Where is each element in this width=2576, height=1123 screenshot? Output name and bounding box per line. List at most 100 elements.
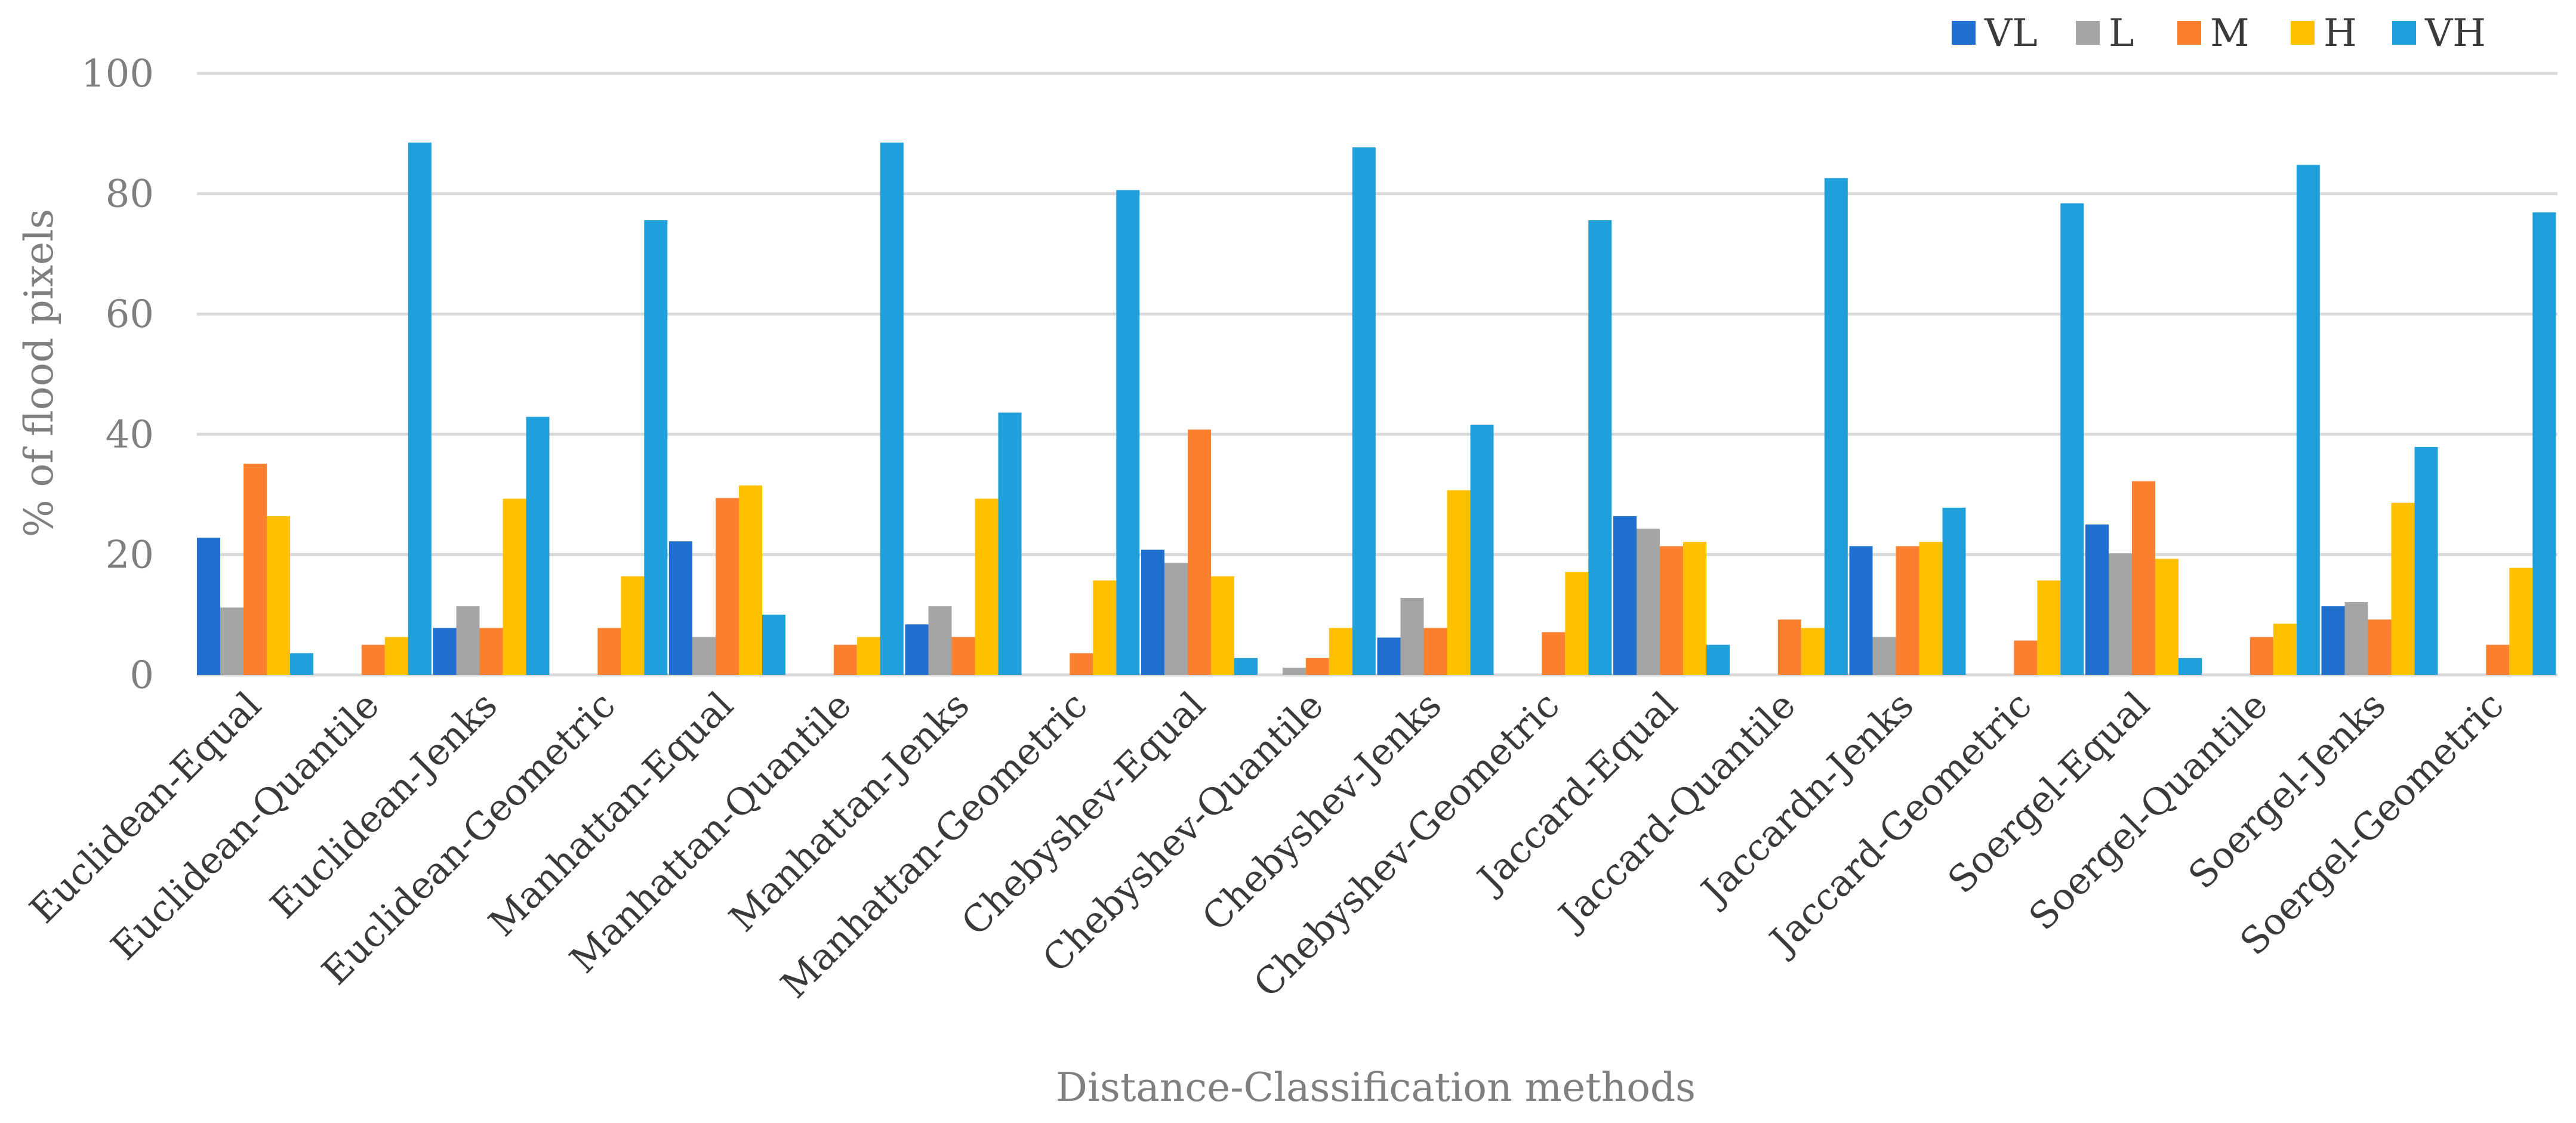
bar-vl-soergel-equal: [2085, 525, 2109, 675]
y-tick-label: 0: [130, 653, 154, 698]
bar-h-euclidean-equal: [267, 516, 290, 675]
bar-m-soergel-jenks: [2368, 619, 2392, 675]
x-tick-label: Jaccardn-Jenks: [1690, 683, 1922, 915]
bar-m-manhattan-jenks: [951, 637, 975, 675]
legend-swatch-vh: [2392, 21, 2416, 45]
bar-l-soergel-jenks: [2344, 602, 2368, 675]
bar-vh-soergel-quantile: [2296, 165, 2320, 675]
legend-label-h: H: [2324, 11, 2357, 55]
bar-vh-euclidean-jenks: [526, 417, 550, 675]
bar-vh-chebyshev-geometric: [1588, 220, 1612, 675]
bar-m-euclidean-geometric: [597, 628, 621, 675]
bar-vh-manhattan-quantile: [880, 142, 904, 675]
bar-vh-soergel-jenks: [2414, 447, 2438, 675]
bar-vl-soergel-jenks: [2321, 606, 2345, 675]
bar-vl-chebyshev-jenks: [1377, 637, 1401, 675]
bar-vh-manhattan-geometric: [1116, 190, 1140, 675]
legend-label-l: L: [2109, 11, 2134, 55]
bar-l-chebyshev-jenks: [1400, 598, 1424, 675]
x-tick-label: Jaccard-Equal: [1466, 683, 1686, 902]
bar-l-chebyshev-quantile: [1282, 667, 1306, 675]
bar-l-jaccard-equal: [1637, 529, 1660, 675]
bar-vh-chebyshev-jenks: [1470, 424, 1494, 675]
bar-vh-soergel-equal: [2178, 658, 2202, 675]
bar-l-manhattan-equal: [692, 637, 716, 675]
bar-l-manhattan-jenks: [928, 606, 952, 675]
bar-h-manhattan-jenks: [975, 498, 999, 675]
bar-m-euclidean-jenks: [479, 628, 503, 675]
bar-m-manhattan-equal: [716, 498, 739, 675]
bar-m-soergel-equal: [2132, 481, 2155, 675]
legend-label-m: M: [2210, 11, 2250, 55]
bar-vl-jaccard-equal: [1613, 516, 1637, 675]
bar-m-chebyshev-geometric: [1542, 632, 1566, 675]
bar-m-jaccard-geometric: [2014, 640, 2038, 675]
bar-vh-manhattan-equal: [762, 615, 785, 675]
bar-vl-chebyshev-equal: [1141, 550, 1164, 675]
bar-vh-euclidean-geometric: [644, 220, 668, 675]
y-tick-label: 20: [106, 533, 154, 577]
legend-swatch-m: [2177, 21, 2201, 45]
bar-l-chebyshev-equal: [1164, 563, 1188, 675]
y-tick-label: 40: [106, 413, 154, 457]
bar-h-jaccard-equal: [1683, 542, 1706, 675]
bar-h-euclidean-jenks: [503, 498, 526, 675]
legend-swatch-h: [2291, 21, 2315, 45]
bar-h-jaccard-geometric: [2037, 580, 2061, 675]
bar-vh-euclidean-equal: [290, 653, 313, 675]
bar-m-soergel-geometric: [2486, 644, 2510, 675]
bar-h-soergel-geometric: [2509, 567, 2533, 675]
bar-vl-euclidean-jenks: [433, 628, 457, 675]
bar-h-soergel-jenks: [2391, 502, 2415, 675]
bar-vh-jaccard-geometric: [2060, 203, 2084, 675]
bar-vh-chebyshev-equal: [1234, 658, 1258, 675]
bar-vl-manhattan-jenks: [905, 624, 929, 675]
bar-h-euclidean-quantile: [384, 637, 408, 675]
legend-label-vh: VH: [2424, 11, 2486, 55]
x-tick-label: Soergel-Equal: [1939, 683, 2158, 902]
bar-l-soergel-equal: [2109, 553, 2132, 675]
y-axis-ticks: 0 20 40 60 80 100: [81, 52, 154, 698]
bar-h-jaccardn-jenks: [1919, 542, 1943, 675]
bar-m-chebyshev-jenks: [1423, 628, 1447, 675]
bar-h-chebyshev-quantile: [1329, 628, 1352, 675]
bar-h-chebyshev-jenks: [1447, 490, 1471, 675]
bar-vl-euclidean-equal: [197, 538, 220, 675]
bar-l-jaccardn-jenks: [1872, 637, 1896, 675]
bar-m-manhattan-geometric: [1070, 653, 1093, 675]
gridlines: [197, 72, 2557, 677]
bar-h-manhattan-geometric: [1093, 580, 1117, 675]
bar-vh-manhattan-jenks: [998, 412, 1022, 675]
bar-h-jaccard-quantile: [1801, 628, 1825, 675]
legend-swatch-l: [2076, 21, 2100, 45]
y-tick-label: 80: [106, 172, 154, 217]
bar-m-jaccardn-jenks: [1896, 546, 1919, 675]
bar-vh-chebyshev-quantile: [1352, 147, 1376, 675]
bar-m-euclidean-quantile: [361, 644, 385, 675]
bar-vh-soergel-geometric: [2532, 212, 2556, 675]
bar-h-soergel-equal: [2155, 559, 2178, 675]
bar-m-euclidean-equal: [244, 464, 267, 675]
bar-l-euclidean-equal: [220, 607, 244, 675]
bar-m-chebyshev-equal: [1188, 429, 1211, 675]
y-tick-label: 100: [81, 52, 154, 96]
bar-m-jaccard-quantile: [1777, 619, 1801, 675]
bars: [197, 142, 2556, 675]
x-tick-label: Soergel-Jenks: [2180, 683, 2394, 897]
bar-m-soergel-quantile: [2250, 637, 2273, 675]
bar-vh-jaccard-quantile: [1824, 178, 1848, 675]
x-axis-title: Distance-Classification methods: [1056, 1065, 1696, 1110]
bar-l-euclidean-jenks: [456, 606, 480, 675]
x-tick-label: Euclidean-Jenks: [262, 683, 506, 927]
x-axis-category-labels: Euclidean-EqualEuclidean-QuantileEuclide…: [21, 683, 2512, 1007]
bar-m-manhattan-quantile: [833, 644, 857, 675]
bar-vh-jaccardn-jenks: [1942, 507, 1966, 675]
legend-label-vl: VL: [1984, 11, 2038, 55]
bar-m-chebyshev-quantile: [1305, 658, 1329, 675]
bar-m-jaccard-equal: [1660, 546, 1683, 675]
bar-h-euclidean-geometric: [621, 576, 645, 675]
bar-vl-manhattan-equal: [669, 541, 692, 675]
bar-h-manhattan-equal: [739, 485, 762, 675]
bar-h-soergel-quantile: [2273, 624, 2297, 675]
